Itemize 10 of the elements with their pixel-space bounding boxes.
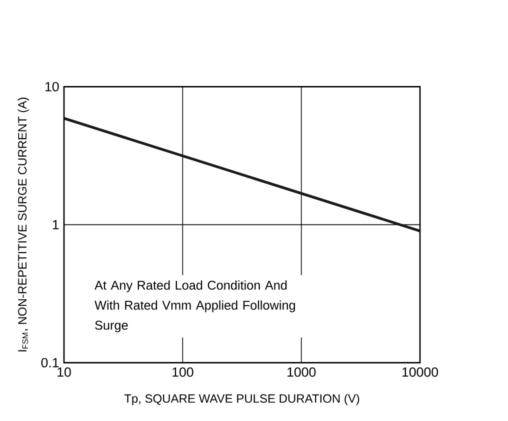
annotation: At Any Rated Load Condition And With Rated Vmm Applied Following Surge [94, 280, 296, 332]
x-axis-title: Tp, SQUARE WAVE PULSE DURATION (V) [124, 394, 360, 405]
x-tick-label: 100 [172, 367, 194, 377]
y-tick-label: 0.1 [41, 358, 59, 368]
y-tick-label: 1 [52, 220, 59, 230]
x-tick-label: 10 [58, 367, 71, 377]
x-tick-label: 1000 [288, 367, 316, 377]
x-tick-label: 10000 [402, 367, 438, 377]
y-axis-title: I$_{FSM}$, NON-REPETITIVE SURGE CURRENT (A) [18, 97, 29, 352]
y-tick-label: 10 [45, 82, 59, 92]
